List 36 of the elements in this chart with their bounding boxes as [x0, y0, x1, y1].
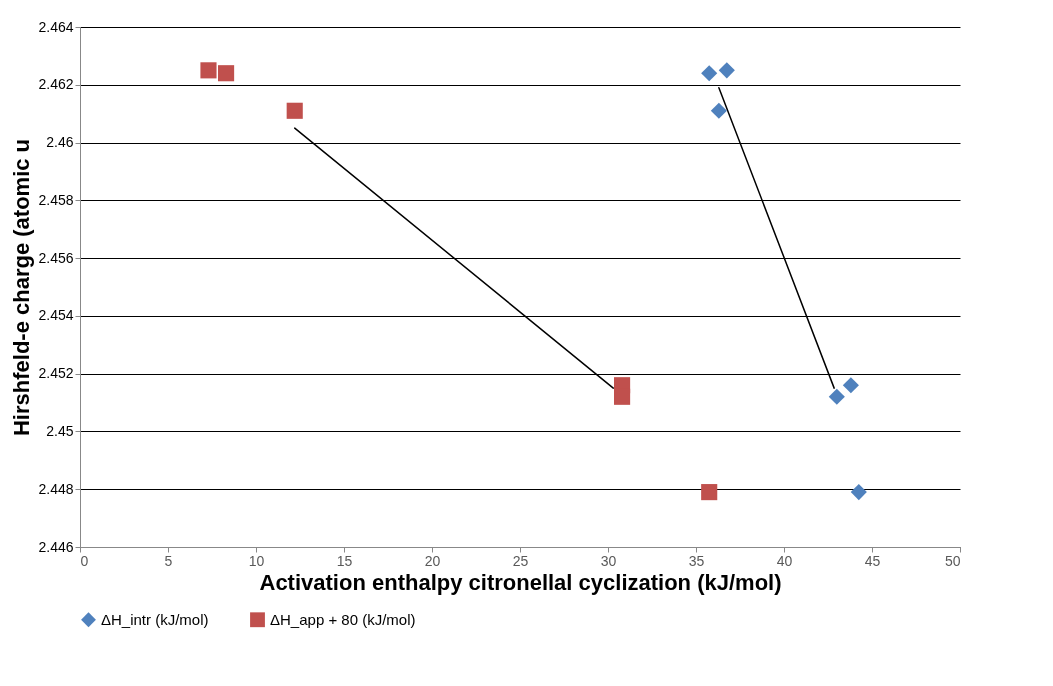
- y-tick-label: 2.448: [38, 480, 74, 497]
- point: [701, 65, 718, 82]
- x-tick-label: 50: [944, 552, 961, 569]
- point: [200, 62, 217, 79]
- x-tick-label: 10: [248, 552, 265, 569]
- legend-label: ΔH_app + 80 (kJ/mol): [270, 610, 416, 628]
- point: [718, 62, 735, 79]
- legend-label: ΔH_intr (kJ/mol): [101, 610, 209, 628]
- point: [710, 102, 727, 119]
- point: [614, 388, 631, 405]
- point: [842, 377, 859, 394]
- y-tick-label: 2.452: [38, 365, 74, 382]
- x-tick-label: 35: [688, 552, 705, 569]
- y-tick-label: 2.454: [38, 307, 74, 324]
- y-tick-label: 2.458: [38, 191, 74, 208]
- y-axis-title: Hirshfeld-e charge (atomic u: [9, 138, 35, 437]
- x-tick-label: 40: [776, 552, 793, 569]
- point: [701, 484, 718, 501]
- point: [286, 102, 303, 119]
- x-tick-label: 0: [80, 552, 89, 569]
- y-tick-label: 2.45: [46, 422, 74, 439]
- x-tick-label: 25: [512, 552, 529, 569]
- point: [828, 388, 845, 405]
- y-tick-label: 2.462: [38, 76, 74, 93]
- x-tick-label: 30: [600, 552, 617, 569]
- y-tick-label: 2.456: [38, 249, 74, 266]
- x-tick-label: 45: [864, 552, 881, 569]
- x-tick-label: 5: [164, 552, 173, 569]
- point: [218, 65, 235, 82]
- x-axis-title: Activation enthalpy citronellal cyclization (kJ/mol): [259, 569, 782, 595]
- y-tick-label: 2.464: [38, 18, 74, 35]
- x-tick-label: 15: [336, 552, 353, 569]
- y-tick-label: 2.446: [38, 538, 74, 555]
- y-tick-label: 2.46: [46, 134, 74, 151]
- x-tick-label: 20: [424, 552, 441, 569]
- point: [850, 484, 867, 501]
